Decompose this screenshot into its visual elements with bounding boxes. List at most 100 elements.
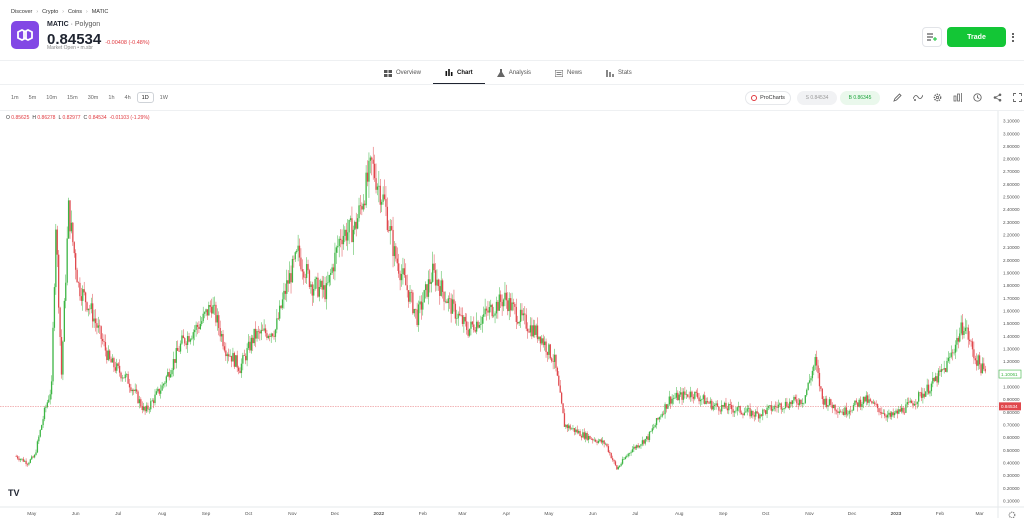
candle-body (492, 315, 495, 317)
candle-body (94, 318, 97, 324)
candle-body (672, 398, 675, 399)
candle-body (949, 356, 951, 358)
interval-10m[interactable]: 10m (46, 94, 57, 101)
sell-price-button[interactable]: S 0.84534 (797, 91, 837, 105)
interval-15m[interactable]: 15m (66, 94, 78, 101)
candle-body (211, 306, 213, 314)
candle-body (704, 395, 706, 405)
candle-body (131, 390, 133, 392)
chart-type-icon[interactable] (952, 92, 963, 103)
x-tick-label: Dec (331, 511, 340, 517)
candle-body (640, 444, 642, 446)
settings-gear-icon[interactable] (932, 92, 943, 103)
share-icon[interactable] (992, 92, 1003, 103)
x-tick-label: Mar (458, 511, 467, 517)
procharts-button[interactable]: ProCharts (745, 91, 791, 105)
candle-body (212, 305, 214, 314)
chart-settings-gear-icon[interactable] (1008, 506, 1016, 518)
interval-1m[interactable]: 1m (11, 94, 19, 101)
candle-body (171, 370, 173, 375)
candle-body (773, 406, 775, 410)
candle-body (749, 408, 751, 417)
candle-body (35, 452, 37, 455)
candle-body (896, 410, 899, 414)
candle-body (58, 254, 60, 308)
tab-overview[interactable]: Overview (372, 62, 433, 84)
buy-price-button[interactable]: B 0.86345 (840, 91, 880, 105)
candle-body (682, 391, 685, 400)
candle-body (678, 394, 680, 401)
analysis-icon (496, 69, 505, 77)
interval-5m[interactable]: 5m (28, 94, 37, 101)
candle-body (781, 409, 784, 410)
candle-body (426, 284, 428, 297)
tab-analysis[interactable]: Analysis (485, 62, 543, 84)
interval-30m[interactable]: 30m (87, 94, 99, 101)
candle-body (715, 403, 717, 406)
candle-body (127, 374, 129, 384)
indicators-icon[interactable] (912, 92, 923, 103)
y-tick-label: 2.60000 (1003, 182, 1020, 187)
candle-body (746, 408, 748, 412)
candle-body (158, 388, 160, 394)
candle-body (475, 321, 478, 332)
candlestick-chart[interactable]: 3.10000 3.00000 2.90000 2.80000 2.70000 2.600… (0, 111, 1024, 518)
watchlist-button[interactable] (922, 27, 942, 47)
candle-body (753, 415, 755, 417)
candle-body (439, 286, 441, 296)
interval-1h[interactable]: 1h (108, 94, 115, 101)
candle-body (580, 436, 583, 438)
candle-body (199, 324, 201, 330)
candle-body (327, 282, 329, 284)
asset-title: MATIC · Polygon (47, 21, 101, 28)
candle-body (901, 407, 903, 412)
asset-symbol: MATIC (47, 21, 69, 28)
tab-stats[interactable]: Stats (594, 62, 644, 84)
interval-1w[interactable]: 1W (159, 94, 168, 101)
tab-news[interactable]: News (543, 62, 594, 84)
interval-4h[interactable]: 4h (124, 94, 131, 101)
candle-body (847, 413, 849, 415)
candle-body (96, 323, 98, 328)
current-price-badge (999, 402, 1021, 411)
candle-body (545, 341, 547, 353)
candle-body (84, 292, 87, 303)
asset-price: 0.84534 (47, 31, 102, 48)
fullscreen-icon[interactable] (1012, 92, 1023, 103)
candle-body (918, 392, 920, 402)
draw-pencil-icon[interactable] (892, 92, 903, 103)
candle-body (538, 336, 540, 340)
breadcrumb-coins[interactable]: Coins (67, 9, 83, 15)
candle-body (172, 359, 175, 371)
candle-body (352, 229, 355, 243)
candle-body (526, 328, 529, 332)
history-clock-icon[interactable] (972, 92, 983, 103)
breadcrumb-discover[interactable]: Discover (11, 9, 33, 15)
breadcrumb-crypto[interactable]: Crypto (42, 9, 59, 15)
y-tick-label: 0.30000 (1003, 473, 1020, 478)
candle-body (480, 323, 482, 326)
candle-body (167, 372, 169, 377)
candle-body (126, 374, 128, 375)
candle-body (831, 404, 833, 409)
candle-body (488, 307, 491, 313)
candle-body (373, 163, 376, 179)
interval-1d[interactable]: 1D (136, 92, 154, 103)
candle-body (420, 301, 423, 310)
candle-body (854, 400, 856, 406)
candle-body (99, 325, 101, 327)
more-options-icon[interactable] (1008, 27, 1018, 47)
candle-body (192, 332, 194, 339)
candle-body (432, 263, 434, 282)
x-tick-label: Feb (936, 511, 945, 517)
tab-chart[interactable]: Chart (433, 62, 485, 84)
x-tick-label: Mar (975, 511, 984, 517)
candle-body (424, 284, 427, 291)
candle-body (385, 199, 387, 207)
price-chart[interactable]: 3.10000 3.00000 2.90000 2.80000 2.70000 2.600… (0, 110, 1024, 518)
candle-body (168, 372, 170, 378)
candle-body (631, 449, 634, 453)
candle-body (736, 407, 738, 411)
trade-button[interactable]: Trade (947, 27, 1006, 47)
candle-body (304, 277, 306, 279)
